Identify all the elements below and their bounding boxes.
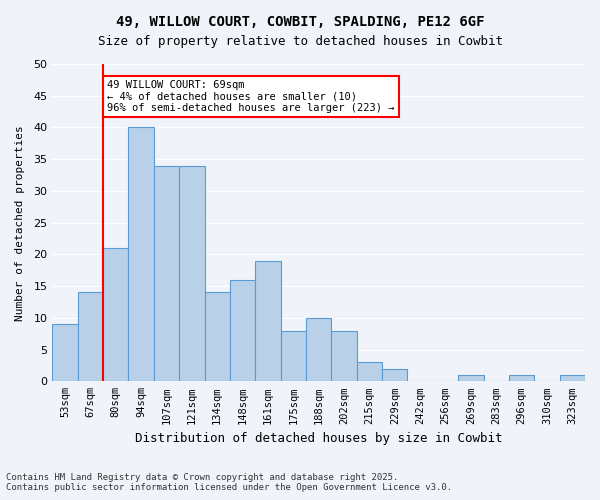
- Text: Contains HM Land Registry data © Crown copyright and database right 2025.
Contai: Contains HM Land Registry data © Crown c…: [6, 473, 452, 492]
- Bar: [255, 260, 281, 382]
- Bar: [357, 362, 382, 382]
- Bar: [560, 375, 585, 382]
- Bar: [281, 330, 306, 382]
- Text: Size of property relative to detached houses in Cowbit: Size of property relative to detached ho…: [97, 35, 503, 48]
- Y-axis label: Number of detached properties: Number of detached properties: [15, 125, 25, 320]
- Bar: [52, 324, 77, 382]
- Bar: [154, 166, 179, 382]
- Bar: [509, 375, 534, 382]
- Bar: [77, 292, 103, 382]
- Text: 49 WILLOW COURT: 69sqm
← 4% of detached houses are smaller (10)
96% of semi-deta: 49 WILLOW COURT: 69sqm ← 4% of detached …: [107, 80, 394, 113]
- Bar: [382, 368, 407, 382]
- Bar: [205, 292, 230, 382]
- Bar: [128, 128, 154, 382]
- Bar: [458, 375, 484, 382]
- Bar: [230, 280, 255, 382]
- Bar: [331, 330, 357, 382]
- Text: 49, WILLOW COURT, COWBIT, SPALDING, PE12 6GF: 49, WILLOW COURT, COWBIT, SPALDING, PE12…: [116, 15, 484, 29]
- X-axis label: Distribution of detached houses by size in Cowbit: Distribution of detached houses by size …: [135, 432, 502, 445]
- Bar: [103, 248, 128, 382]
- Bar: [179, 166, 205, 382]
- Bar: [306, 318, 331, 382]
